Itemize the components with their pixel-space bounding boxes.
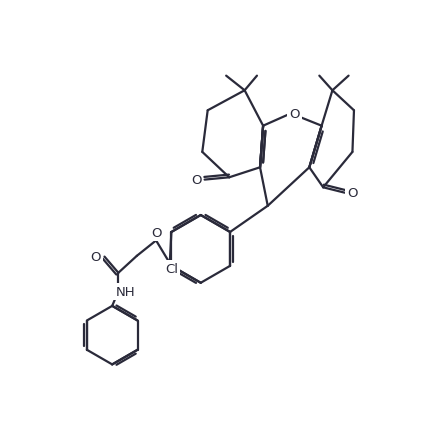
Text: O: O: [290, 108, 300, 121]
Text: O: O: [151, 227, 161, 240]
Text: NH: NH: [115, 285, 135, 298]
Text: O: O: [90, 250, 101, 264]
Text: Cl: Cl: [165, 263, 178, 276]
Text: O: O: [191, 174, 201, 187]
Text: O: O: [347, 187, 358, 200]
